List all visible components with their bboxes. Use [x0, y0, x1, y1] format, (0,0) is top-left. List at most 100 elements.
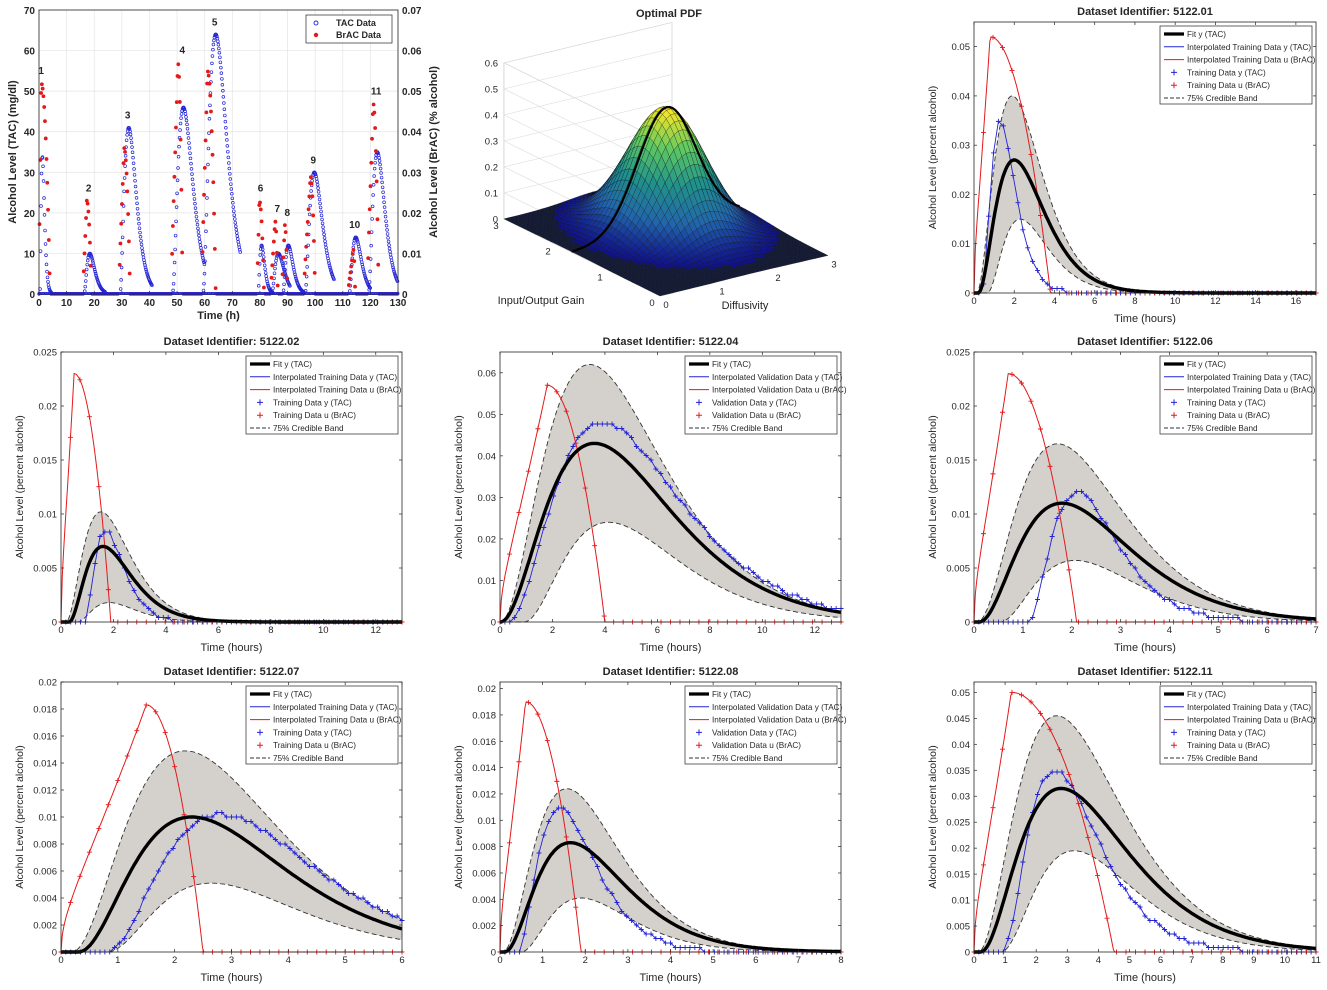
tac-point [130, 291, 134, 295]
tac-point [371, 193, 375, 197]
tac-point [350, 291, 354, 295]
brac-point [258, 207, 263, 212]
x-tick-label: 0 [497, 955, 502, 966]
brac-point [203, 138, 208, 143]
brac-point [127, 239, 131, 244]
tac-point [172, 272, 176, 276]
x-tick-label: 9 [1251, 955, 1256, 966]
tac-point [138, 230, 142, 235]
tac-point [229, 182, 233, 186]
y-tick-label: 0 [52, 948, 57, 959]
y-tick-label: 0.012 [472, 789, 496, 800]
tac-point [143, 291, 147, 295]
y-tick-label: 0.018 [472, 710, 496, 721]
tac-point [265, 281, 270, 286]
brac-point [347, 276, 352, 281]
y-tick-label: 0 [491, 618, 496, 629]
x-tick-label: 30 [116, 298, 128, 309]
tac-point [106, 291, 110, 295]
tac-point [43, 291, 47, 295]
tac-point [132, 173, 137, 177]
tac-point [252, 291, 256, 295]
tac-point [135, 291, 139, 295]
x-tick-label: 7 [1313, 625, 1318, 636]
chart-title: Dataset Identifier: 5122.06 [1077, 336, 1213, 348]
tac-point [388, 291, 392, 295]
tac-point [262, 263, 267, 268]
brac-point [212, 247, 217, 251]
brac-point [353, 284, 357, 289]
tac-point [197, 237, 202, 241]
grid-line [503, 22, 673, 141]
grid-line [503, 74, 673, 193]
z-tick-label: 0.2 [485, 162, 498, 173]
x-tick-label: 6 [399, 955, 404, 966]
tac-point [42, 196, 46, 200]
tac-point [215, 34, 219, 39]
tac-point [95, 291, 99, 295]
tac-point [352, 291, 356, 295]
tac-point [356, 240, 360, 244]
chart-title: Dataset Identifier: 5122.02 [164, 336, 300, 348]
x-tick-label: 6 [655, 625, 660, 636]
y-axis-label: Alcohol Level (percent alcohol) [927, 86, 939, 230]
chart-title: Dataset Identifier: 5122.11 [1077, 666, 1212, 678]
tac-point [85, 258, 90, 263]
tac-point [84, 291, 88, 295]
tac-point [395, 279, 400, 284]
tac-point [228, 291, 232, 295]
tac-point [315, 179, 319, 184]
tac-point [127, 291, 131, 295]
legend-entry: Validation Data u (BrAC) [712, 741, 801, 750]
tac-point [326, 259, 331, 263]
brac-point [88, 263, 93, 268]
y-tick-label: 0.01 [478, 576, 497, 587]
episode-label: 10 [349, 220, 361, 231]
brac-point [311, 213, 316, 218]
tac-point [84, 267, 89, 272]
tac-point [209, 70, 214, 74]
tac-point [73, 291, 77, 295]
legend-box [1159, 685, 1313, 765]
x-tick-label: 3 [625, 955, 630, 966]
x-tick-label: 4 [1167, 625, 1172, 636]
tac-point [328, 291, 332, 295]
chart-panel: 0 2 4 6 8 10 12 0 0.01 0.02 0.03 0.04 0.05 0.06 Datase… [453, 336, 847, 654]
tac-point [273, 291, 277, 295]
gain-tick-label: 1 [597, 272, 602, 283]
tac-point [277, 291, 281, 295]
legend-entry: Validation Data y (TAC) [712, 728, 797, 737]
tac-point [125, 291, 129, 295]
y-tick-label: 0.018 [33, 705, 57, 716]
tac-point [360, 291, 364, 295]
tac-point [288, 291, 292, 295]
plot-area [39, 10, 398, 294]
tac-point [113, 291, 117, 295]
y-tick-label: 10 [24, 249, 36, 260]
legend-entry: Interpolated Training Data y (TAC) [1187, 373, 1311, 382]
tac-point [384, 291, 388, 295]
y-tick-label: 0.016 [33, 732, 57, 743]
tac-point [127, 127, 132, 131]
tac-point [128, 132, 133, 137]
x-tick-label: 40 [144, 298, 156, 309]
tac-point [377, 291, 381, 295]
tac-point [105, 291, 109, 295]
x-tick-label: 10 [1170, 296, 1181, 307]
chart-title: Dataset Identifier: 5122.01 [1077, 6, 1213, 18]
y-tick-label: 0.002 [472, 921, 496, 932]
x-tick-label: 2 [550, 625, 555, 636]
legend: Fit y (TAC) Interpolated Training Data y … [1159, 25, 1316, 105]
tac-point [83, 291, 87, 295]
tac-point [318, 201, 322, 206]
tac-point [330, 291, 334, 295]
tac-point [159, 291, 163, 295]
y-tick-label: 0.02 [39, 678, 58, 689]
y-tick-label: 0.005 [946, 922, 970, 933]
x-tick-label: 8 [838, 955, 843, 966]
tac-point [183, 291, 187, 295]
tac-point [130, 150, 135, 154]
tac-point [355, 238, 360, 242]
brac-point [40, 86, 45, 91]
tac-point [251, 291, 255, 295]
